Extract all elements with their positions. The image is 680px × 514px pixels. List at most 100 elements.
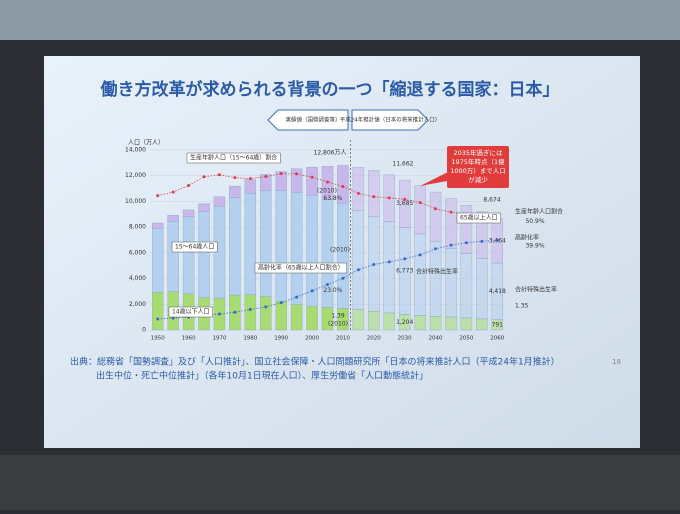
line-point <box>279 301 283 305</box>
callout-pointer <box>420 170 452 186</box>
annotation: 1.39 <box>331 313 345 320</box>
series-name: 14歳以下人口 <box>172 308 210 316</box>
bar-segment <box>152 292 164 331</box>
bar-segment <box>260 190 272 297</box>
bar-segment <box>152 222 164 229</box>
y-tick-label: 10,000 <box>125 198 146 205</box>
bar-segment <box>368 311 380 331</box>
series-name: 15～64歳人口 <box>175 243 214 251</box>
series-tag-box <box>456 212 501 224</box>
bar-segment <box>260 296 272 331</box>
y-tick-label: 12,000 <box>125 172 146 179</box>
line-point <box>295 172 299 176</box>
bar-segment <box>306 166 318 196</box>
bar-segment <box>244 193 257 295</box>
slide-title: 働き方改革が求められる背景の一つ「縮退する国家：日本」 <box>100 79 560 100</box>
line-point <box>326 180 329 184</box>
bar-segment <box>260 174 272 191</box>
y-tick-label: 6,000 <box>129 249 146 256</box>
line-point <box>217 173 221 177</box>
ceiling <box>0 0 680 40</box>
annotation: 合計特殊出生率 <box>416 268 458 276</box>
bar-segment <box>429 316 442 331</box>
line <box>157 239 498 320</box>
value-label: 39.9% <box>525 243 544 250</box>
series-name: 65歳以上人口 <box>460 214 498 222</box>
bar-segment <box>352 210 365 310</box>
x-tick-label: 1950 <box>151 336 165 342</box>
line <box>157 173 498 216</box>
bar-segment <box>476 211 488 259</box>
bar-segment <box>198 211 210 298</box>
bar-segment <box>290 192 303 305</box>
bar-segment <box>213 196 226 207</box>
callout-text: 1000万）まで人口 <box>450 167 506 175</box>
bar-segment <box>337 165 349 204</box>
value-label: 791 <box>492 321 504 328</box>
bar-segment <box>198 203 210 212</box>
callout-text: が減少 <box>468 175 488 184</box>
y-tick-label: 14,000 <box>125 147 146 154</box>
line-point <box>418 253 422 257</box>
bar-segment <box>229 197 241 296</box>
bar-segment <box>460 205 473 254</box>
line-point <box>264 175 268 179</box>
bar-segment <box>476 318 488 331</box>
bar-segment <box>182 216 195 295</box>
bar-segment <box>460 317 473 331</box>
bar-segment <box>152 228 164 293</box>
bar-segment <box>167 215 179 222</box>
y-tick-label: 0 <box>142 327 146 334</box>
bar-segment <box>383 312 395 331</box>
y-tick-label: 8,000 <box>129 224 146 231</box>
callout-text: 2035年過ぎには <box>453 148 503 157</box>
annotation: 8,674 <box>483 197 500 204</box>
x-tick-label: 1990 <box>274 336 288 342</box>
value-label: 50.9% <box>525 218 544 225</box>
series-name: 高齢化率（65歳以上人口割合） <box>258 264 344 272</box>
annotation: 11,662 <box>393 161 414 168</box>
line-point <box>434 207 438 211</box>
value-label: 3,685 <box>396 200 413 207</box>
bar-segment <box>398 179 411 228</box>
callout-text: 1975年時点（1億 <box>451 157 505 166</box>
series-name: 生産年齢人口（15～64歳）割合 <box>190 154 277 162</box>
bar-segment <box>229 185 241 198</box>
x-tick-label: 2000 <box>305 336 319 342</box>
line-point <box>233 310 237 314</box>
value-label: 1,204 <box>396 319 413 326</box>
annotation: 生産年齢人口割合 <box>515 208 563 216</box>
annotation: 1.35 <box>515 303 529 310</box>
bar-segment <box>445 316 457 331</box>
annotation: (2010) <box>330 247 350 254</box>
x-tick-label: 2020 <box>367 336 381 342</box>
bar-segment <box>290 168 303 193</box>
x-tick-label: 2040 <box>429 336 443 342</box>
y-axis-label: 人口（万人） <box>128 140 164 147</box>
x-tick-label: 1980 <box>243 336 257 342</box>
bar-segment <box>352 309 365 331</box>
line-point <box>217 312 221 316</box>
period-label: 平成24年推計値（日本の将来推計人口） <box>340 116 441 124</box>
value-label: 63.8% <box>323 195 342 202</box>
annotation: 高齢化率 <box>515 234 539 242</box>
bar-segment <box>290 304 303 331</box>
y-tick-label: 2,000 <box>129 301 146 308</box>
arrow-left <box>267 109 349 131</box>
series-tag-box <box>168 306 213 318</box>
bar-segment <box>275 300 287 331</box>
annotation: 合計特殊出生率 <box>515 286 557 294</box>
series-tag-box <box>186 152 281 164</box>
annotation: 12,806万人 <box>314 150 347 157</box>
bar-segment <box>182 209 195 217</box>
line-point <box>372 195 376 199</box>
series-tag-box <box>254 262 347 274</box>
arrow-right <box>351 109 429 131</box>
bar-segment <box>414 185 426 235</box>
x-tick-label: 1970 <box>212 336 226 342</box>
bar-segment <box>476 258 488 320</box>
x-tick-label: 1960 <box>182 336 196 342</box>
line-point <box>279 172 283 176</box>
bar-segment <box>167 221 179 292</box>
